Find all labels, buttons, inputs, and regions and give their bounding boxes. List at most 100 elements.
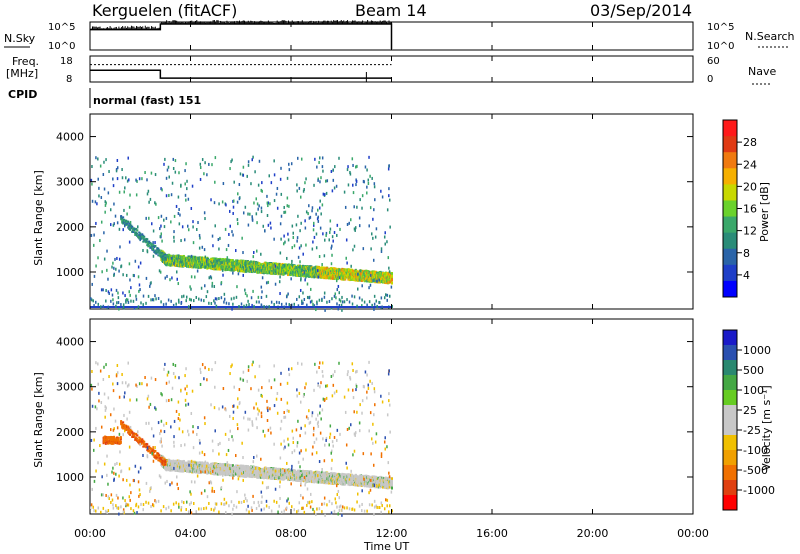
scatter-cell: [205, 259, 208, 263]
scatter-cell: [144, 239, 147, 242]
scatter-cell: [347, 183, 350, 187]
scatter-cell: [313, 221, 315, 225]
scatter-cell: [390, 281, 393, 285]
scatter-cell: [219, 267, 222, 271]
scatter-cell: [375, 227, 378, 231]
scatter-cell: [107, 305, 110, 309]
scatter-cell: [129, 225, 132, 228]
scatter-cell: [336, 223, 339, 227]
scatter-cell: [152, 298, 155, 302]
scatter-cell: [177, 211, 180, 215]
scatter-cell: [257, 295, 260, 299]
scatter-cell: [372, 236, 374, 240]
scatter-cell: [139, 261, 142, 265]
scatter-cell: [141, 233, 144, 236]
scatter-cell: [388, 280, 391, 284]
scatter-cell: [153, 251, 156, 254]
scatter-cell: [112, 223, 115, 227]
scatter-cell: [116, 256, 118, 260]
scatter-cell: [156, 251, 159, 254]
scatter-cell: [235, 295, 238, 299]
scatter-cell: [105, 288, 107, 292]
scatter-cell: [304, 181, 306, 185]
scatter-cell: [152, 247, 155, 250]
colorbar-segment: [723, 280, 737, 298]
scatter-cell: [170, 256, 173, 260]
scatter-cell: [253, 201, 255, 205]
scatter-cell: [283, 210, 285, 214]
scatter-cell: [130, 227, 133, 230]
scatter-cell: [352, 183, 354, 187]
scatter-cell: [260, 210, 263, 214]
scatter-cell: [269, 221, 272, 225]
scatter-cell: [241, 236, 243, 240]
scatter-cell: [152, 298, 154, 302]
colorbar-segment: [723, 200, 737, 218]
scatter-cell: [252, 289, 254, 293]
scatter-cell: [278, 280, 281, 284]
scatter-cell: [147, 294, 150, 298]
scatter-cell: [332, 168, 334, 172]
scatter-cell: [198, 297, 200, 301]
scatter-cell: [150, 298, 152, 302]
scatter-cell: [373, 279, 376, 283]
scatter-cell: [249, 267, 252, 271]
scatter-cell: [265, 305, 268, 309]
scatter-cell: [225, 248, 228, 252]
scatter-cell: [147, 245, 150, 248]
scatter-cell: [329, 230, 331, 234]
scatter-cell: [182, 262, 185, 266]
scatter-cell: [178, 254, 180, 258]
scatter-cell: [280, 302, 283, 306]
scatter-cell: [199, 166, 202, 170]
scatter-cell: [196, 227, 198, 231]
scatter-cell: [299, 288, 302, 292]
scatter-cell: [203, 299, 205, 303]
scatter-cell: [162, 303, 165, 307]
scatter-cell: [239, 172, 242, 176]
scatter-cell: [315, 246, 318, 250]
scatter-cell: [147, 189, 150, 193]
scatter-cell: [255, 300, 258, 304]
nsearch-label: N.Search: [745, 30, 795, 43]
scatter-cell: [142, 303, 144, 307]
scatter-cell: [122, 291, 124, 295]
scatter-cell: [366, 191, 368, 195]
scatter-cell: [228, 232, 230, 236]
scatter-cell: [116, 301, 118, 305]
scatter-cell: [160, 251, 163, 254]
scatter-cell: [157, 250, 160, 253]
scatter-cell: [356, 164, 358, 168]
scatter-cell: [337, 284, 340, 288]
scatter-cell: [104, 200, 107, 204]
scatter-cell: [90, 298, 93, 302]
scatter-cell: [108, 170, 110, 174]
scatter-cell: [219, 236, 221, 240]
scatter-cell: [333, 230, 336, 234]
scatter-cell: [201, 263, 203, 267]
scatter-cell: [298, 246, 301, 250]
scatter-cell: [388, 198, 391, 202]
scatter-cell: [255, 197, 258, 201]
scatter-cell: [157, 247, 160, 250]
scatter-cell: [352, 248, 354, 252]
scatter-cell: [91, 282, 93, 286]
scatter-cell: [123, 218, 126, 221]
scatter-cell: [159, 252, 162, 255]
scatter-cell: [123, 208, 125, 212]
scatter-cell: [338, 291, 341, 295]
scatter-cell: [201, 245, 204, 249]
scatter-cell: [353, 205, 355, 209]
scatter-cell: [257, 183, 260, 187]
scatter-cell: [176, 277, 178, 281]
colorbar-segment: [723, 248, 737, 266]
scatter-cell: [150, 281, 152, 285]
scatter-cell: [301, 299, 303, 303]
scatter-cell: [159, 270, 162, 274]
scatter-cell: [266, 201, 269, 205]
scatter-cell: [114, 214, 117, 218]
scatter-cell: [388, 266, 390, 270]
scatter-cell: [208, 301, 210, 305]
scatter-cell: [211, 163, 213, 167]
scatter-cell: [383, 278, 386, 282]
